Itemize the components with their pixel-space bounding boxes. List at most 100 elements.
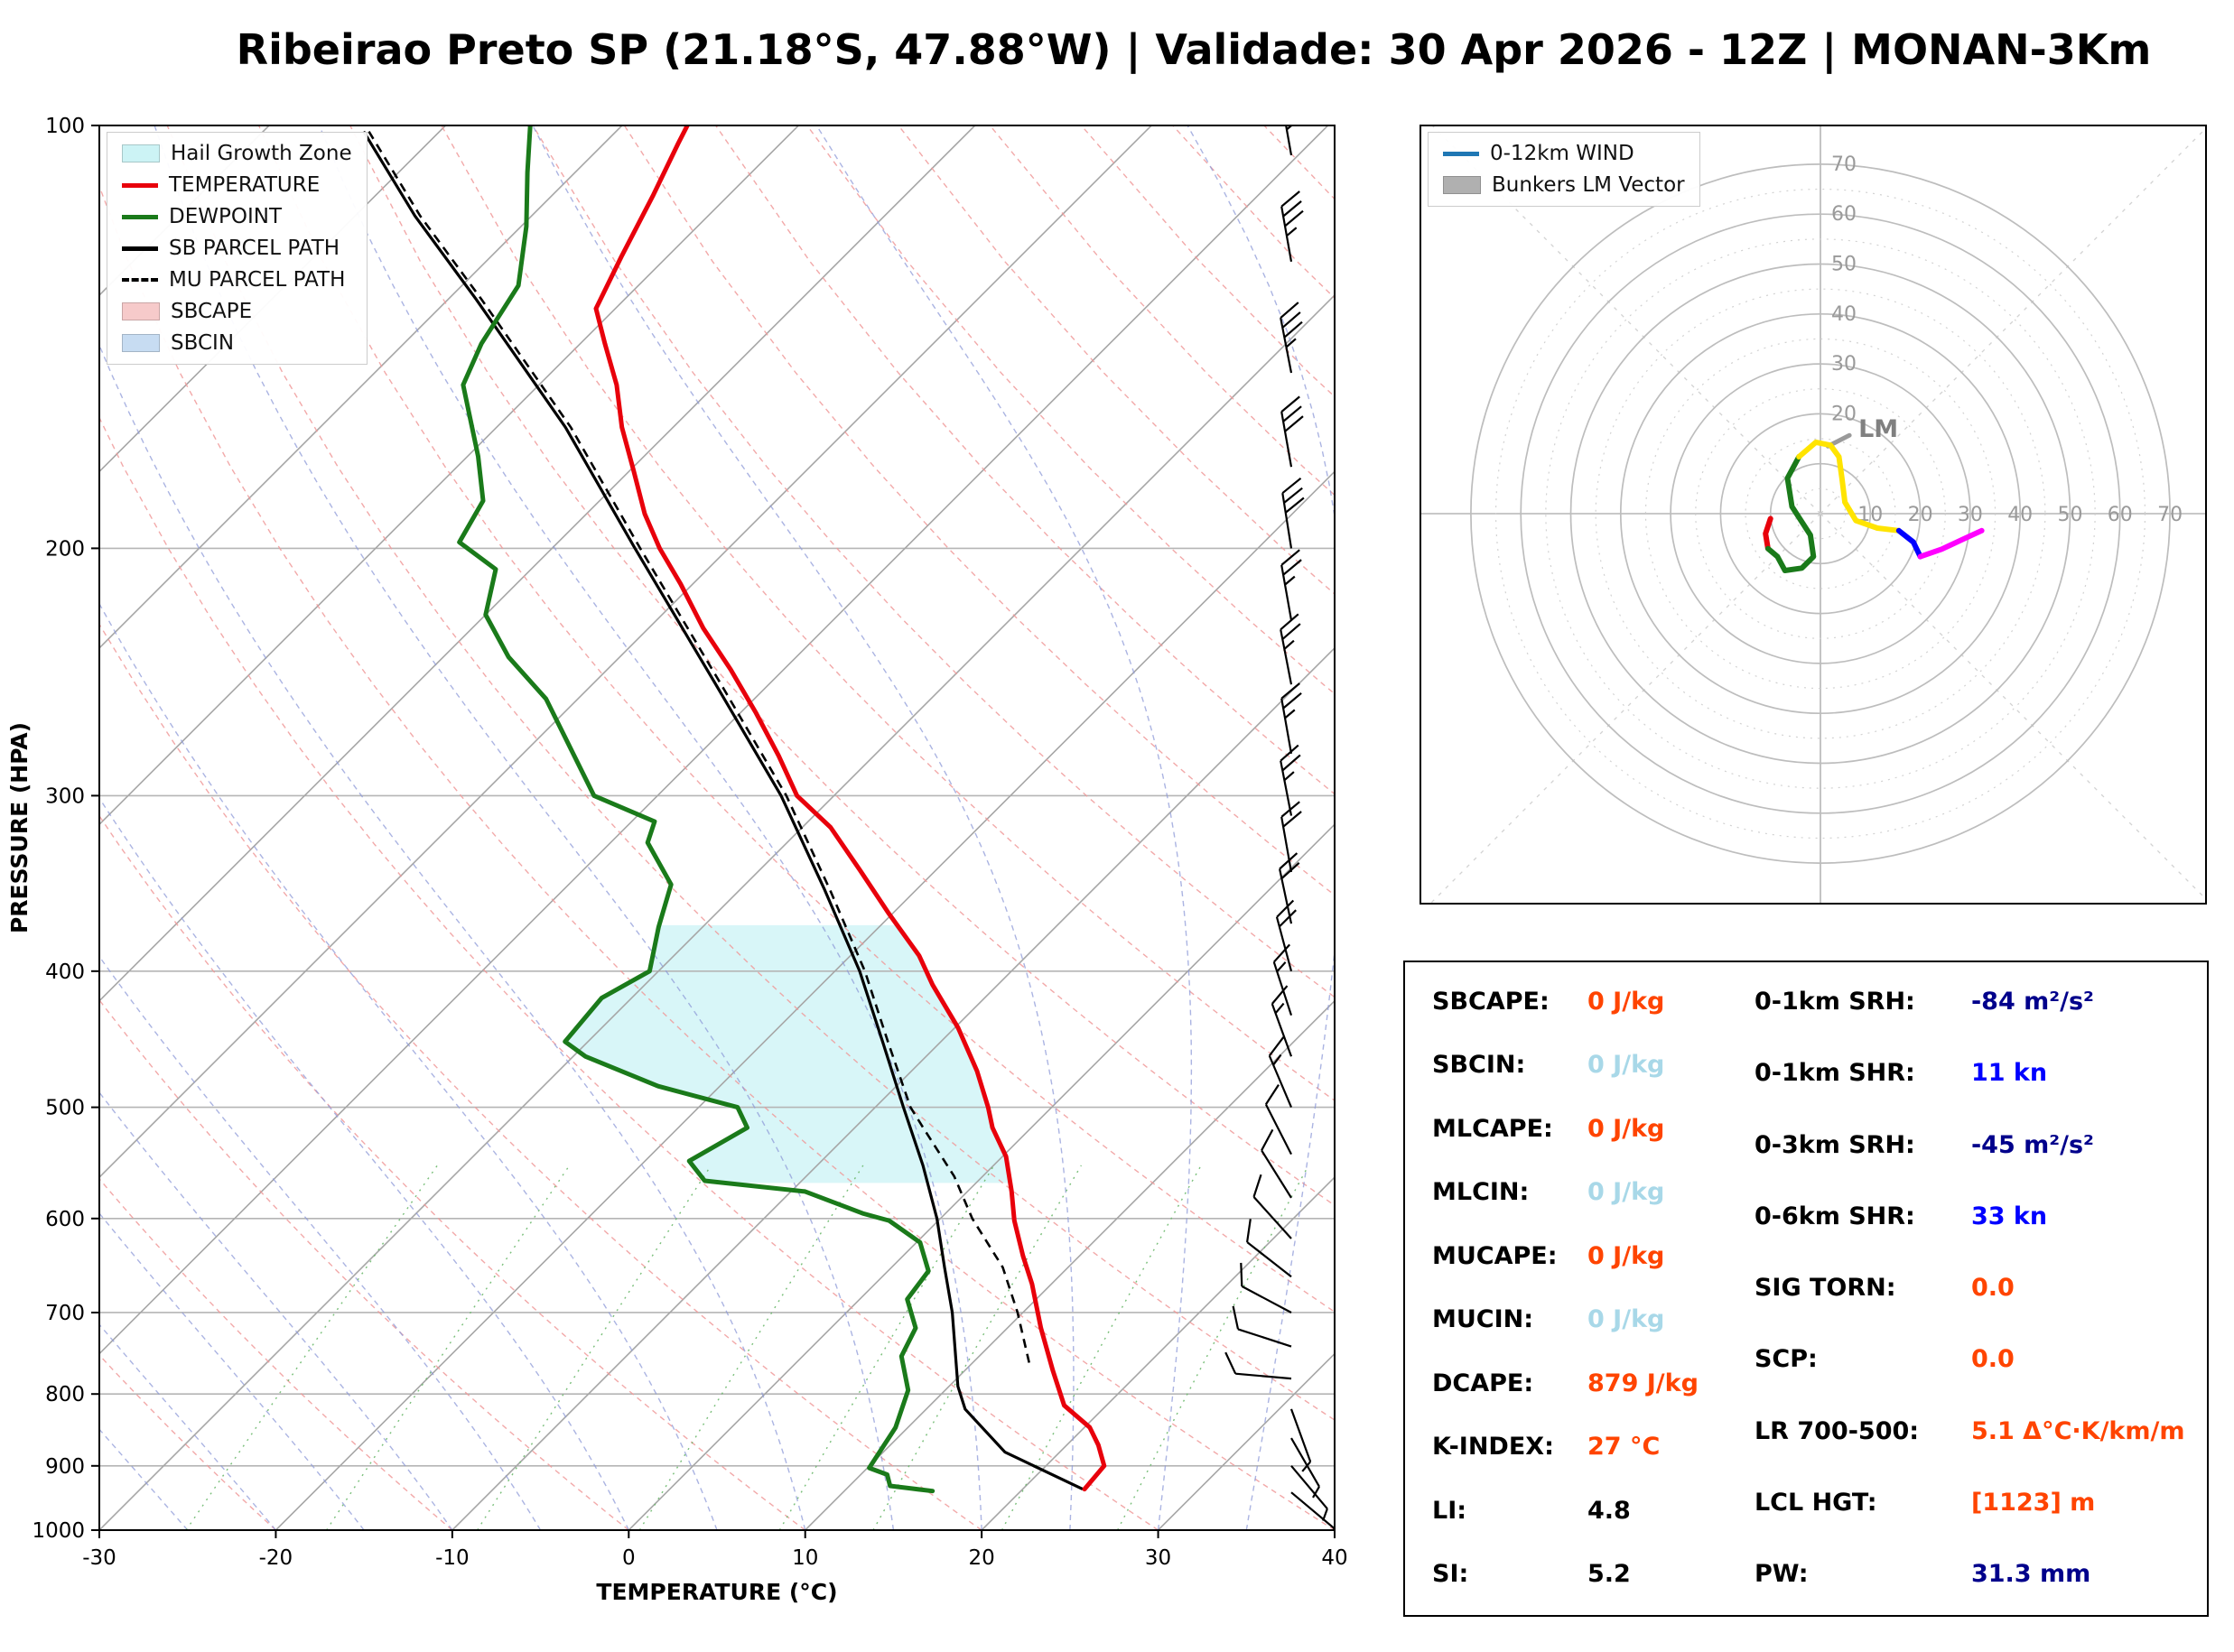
stat-row: MLCAPE: 0 J/kg [1432,1115,1742,1143]
hodograph-ring-label: 20 [1908,504,1933,526]
legend-label: DEWPOINT [169,205,282,228]
wind-barb [1280,190,1304,262]
wind-barb [1246,1219,1292,1278]
stat-row: MLCIN: 0 J/kg [1432,1178,1742,1206]
stat-value: 5.1 Δ°C·K/km/m [1970,1416,2185,1445]
hail-growth-zone-area [564,924,1010,1183]
dry-adiabat-line [715,125,1335,795]
hodograph-minor-ring [1745,438,1896,589]
legend-swatch-line [122,246,158,251]
stat-label: SBCIN: [1432,1051,1526,1080]
stat-row: SBCIN: 0 J/kg [1432,1051,1742,1079]
wind-barb [1232,1305,1292,1348]
stat-value: [1123] m [1970,1488,2096,1517]
stat-value: 5.2 [1587,1559,1631,1588]
stat-value: 0 J/kg [1587,1178,1665,1207]
moist-adiabat-line [99,602,718,1530]
stat-label: PW: [1754,1560,1809,1588]
x-axis-label: TEMPERATURE (°C) [596,1579,837,1605]
wind-barb [1224,1351,1292,1380]
stat-label: SIG TORN: [1754,1274,1896,1302]
hodograph-ring-label: 30 [1958,504,1983,526]
legend-item: SBCIN [122,331,352,355]
y-tick-label: 300 [45,784,85,808]
stat-row: LCL HGT: [1123] m [1755,1489,2198,1517]
isotherm-line [805,999,1335,1530]
legend-item: TEMPERATURE [122,173,352,197]
wind-barb [1285,125,1293,156]
stat-label: 0-6km SHR: [1754,1202,1915,1230]
mixing-ratio-line [638,1165,864,1530]
stat-label: 0-3km SRH: [1754,1130,1915,1159]
mixing-ratio-line [1001,1165,1202,1530]
wind-barb [1268,1036,1293,1109]
isotherm-line [99,125,623,649]
moist-adiabat-line [99,955,542,1530]
moist-adiabat-line [99,1323,276,1530]
legend-swatch-line [122,182,158,188]
y-tick-label: 500 [45,1097,85,1120]
hodograph-spoke [1429,513,1821,904]
wind-barb [1280,549,1302,621]
hodograph-ring [1719,413,1922,615]
legend-label: TEMPERATURE [169,173,321,197]
lm-marker-label: LM [1858,415,1898,443]
wind-barb [1290,1491,1335,1530]
x-tick-label: -30 [82,1546,116,1570]
legend-swatch-patch [122,144,160,162]
hodograph-trace-3-6km [1796,439,1902,534]
hodograph-minor-ring [1695,388,1946,639]
stat-value: 33 kn [1970,1202,2048,1230]
stat-value: 0.0 [1970,1345,2015,1374]
mixing-ratio-line [477,1165,712,1530]
legend-label: SBCAPE [171,300,253,323]
wind-barb [1240,1262,1292,1313]
isotherm-line [451,646,1335,1530]
hodograph-ring-label: 50 [2058,504,2083,526]
wind-barb [1280,682,1302,754]
stat-label: LCL HGT: [1754,1488,1877,1517]
stat-value: 0.0 [1970,1274,2015,1302]
hodograph-minor-ring [1794,487,1847,540]
hodograph-minor-ring [1494,188,2146,840]
hodograph-ring-label: 30 [1831,353,1857,376]
hodograph-trace-9-12km [1917,527,1985,560]
hodograph-trace-0-1km [1763,515,1773,552]
moist-adiabat-line [99,1091,453,1530]
x-tick-label: -20 [259,1546,293,1570]
hodograph-ring [1769,462,1872,565]
x-tick-label: 30 [1145,1546,1171,1570]
skewt-frame [98,125,1336,1531]
stat-row: 0-3km SRH: -45 m²/s² [1755,1131,2198,1159]
hodograph-spoke [1820,513,2206,900]
wind-barb [1290,1437,1320,1499]
legend-item: DEWPOINT [122,205,352,228]
dry-adiabat-line [806,125,1335,695]
dry-adiabat-line [532,125,1335,998]
hodograph-background [1420,125,2206,904]
x-tick-label: 40 [1321,1546,1347,1570]
stat-label: SI: [1432,1559,1469,1588]
isotherm-line [981,1176,1335,1530]
moist-adiabat-line [99,796,629,1530]
stat-row: MUCAPE: 0 J/kg [1432,1242,1742,1270]
stat-row: LI: 4.8 [1432,1497,1742,1525]
hodograph-ring-label: 60 [2108,504,2133,526]
stat-row: LR 700-500: 5.1 Δ°C·K/km/m [1755,1417,2198,1445]
y-tick-label: 200 [45,537,85,561]
legend-swatch-dash [122,278,158,282]
legend-item: Bunkers LM Vector [1443,173,1685,197]
wind-barb [1279,852,1300,924]
wind-barb [1280,744,1301,816]
indices-column-right: 0-1km SRH: -84 m²/s² 0-1km SHR: 11 kn 0-3km … [1742,962,2207,1615]
hodograph-trace-1-3km [1764,454,1817,573]
isotherm-line [628,823,1335,1530]
stat-label: SCP: [1754,1345,1818,1374]
stat-row: SCP: 0.0 [1755,1345,2198,1373]
moist-adiabat-line [99,343,806,1530]
stat-value: 27 °C [1587,1433,1661,1462]
y-tick-label: 600 [45,1208,85,1231]
stat-label: LI: [1432,1496,1467,1525]
legend-item: 0-12km WIND [1443,142,1685,165]
